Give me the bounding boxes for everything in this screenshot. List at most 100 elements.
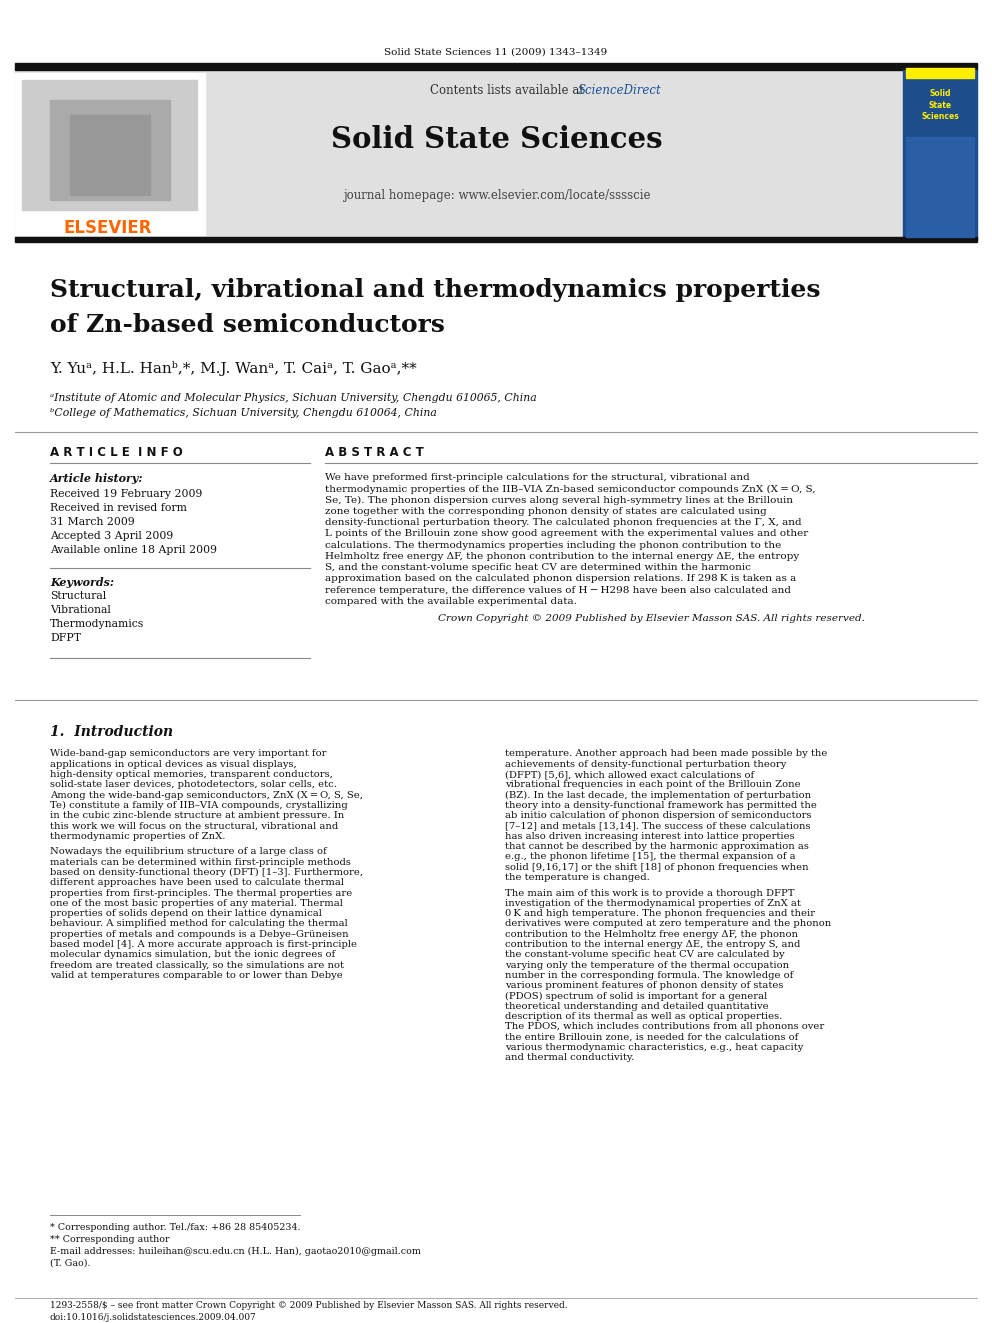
Text: one of the most basic properties of any material. Thermal: one of the most basic properties of any …: [50, 898, 343, 908]
Text: L points of the Brillouin zone show good agreement with the experimental values : L points of the Brillouin zone show good…: [325, 529, 808, 538]
Text: (BZ). In the last decade, the implementation of perturbation: (BZ). In the last decade, the implementa…: [505, 791, 811, 800]
Text: calculations. The thermodynamics properties including the phonon contribution to: calculations. The thermodynamics propert…: [325, 541, 782, 549]
Text: high-density optical memories, transparent conductors,: high-density optical memories, transpare…: [50, 770, 333, 779]
Text: The PDOS, which includes contributions from all phonons over: The PDOS, which includes contributions f…: [505, 1023, 824, 1032]
Text: Received 19 February 2009: Received 19 February 2009: [50, 490, 202, 499]
Bar: [903, 70, 977, 239]
Text: behaviour. A simplified method for calculating the thermal: behaviour. A simplified method for calcu…: [50, 919, 348, 929]
Text: [7–12] and metals [13,14]. The success of these calculations: [7–12] and metals [13,14]. The success o…: [505, 822, 810, 831]
Text: of Zn-based semiconductors: of Zn-based semiconductors: [50, 314, 444, 337]
Text: theory into a density-functional framework has permitted the: theory into a density-functional framewo…: [505, 800, 816, 810]
Text: 1.  Introduction: 1. Introduction: [50, 725, 174, 740]
Bar: [22, 79, 197, 210]
Text: The main aim of this work is to provide a thorough DFPT: The main aim of this work is to provide …: [505, 889, 795, 897]
Text: investigation of the thermodynamical properties of ZnX at: investigation of the thermodynamical pro…: [505, 898, 801, 908]
Bar: [15, 237, 977, 242]
Text: various prominent features of phonon density of states: various prominent features of phonon den…: [505, 982, 784, 990]
Text: We have preformed first-principle calculations for the structural, vibrational a: We have preformed first-principle calcul…: [325, 474, 750, 483]
Bar: [15, 64, 977, 70]
Text: applications in optical devices as visual displays,: applications in optical devices as visua…: [50, 759, 297, 769]
Text: (DFPT) [5,6], which allowed exact calculations of: (DFPT) [5,6], which allowed exact calcul…: [505, 770, 754, 779]
Text: ScienceDirect: ScienceDirect: [578, 83, 662, 97]
Text: varying only the temperature of the thermal occupation: varying only the temperature of the ther…: [505, 960, 789, 970]
Text: approximation based on the calculated phonon dispersion relations. If 298 K is t: approximation based on the calculated ph…: [325, 574, 797, 583]
Bar: [50, 101, 170, 200]
Text: materials can be determined within first-principle methods: materials can be determined within first…: [50, 857, 351, 867]
Text: A B S T R A C T: A B S T R A C T: [325, 446, 424, 459]
Text: Thermodynamics: Thermodynamics: [50, 619, 144, 628]
Text: Vibrational: Vibrational: [50, 605, 111, 615]
Text: Article history:: Article history:: [50, 472, 144, 483]
Text: ab initio calculation of phonon dispersion of semiconductors: ab initio calculation of phonon dispersi…: [505, 811, 811, 820]
Bar: [70, 115, 150, 194]
Text: Helmholtz free energy ΔF, the phonon contribution to the internal energy ΔE, the: Helmholtz free energy ΔF, the phonon con…: [325, 552, 800, 561]
Text: reference temperature, the difference values of H − H298 have been also calculat: reference temperature, the difference va…: [325, 586, 791, 594]
Text: the constant-volume specific heat CV are calculated by: the constant-volume specific heat CV are…: [505, 950, 785, 959]
Text: solid [9,16,17] or the shift [18] of phonon frequencies when: solid [9,16,17] or the shift [18] of pho…: [505, 863, 808, 872]
Text: Available online 18 April 2009: Available online 18 April 2009: [50, 545, 217, 556]
Text: ᵇCollege of Mathematics, Sichuan University, Chengdu 610064, China: ᵇCollege of Mathematics, Sichuan Univers…: [50, 407, 436, 418]
Text: solid-state laser devices, photodetectors, solar cells, etc.: solid-state laser devices, photodetector…: [50, 781, 337, 790]
Text: different approaches have been used to calculate thermal: different approaches have been used to c…: [50, 878, 344, 888]
Text: theoretical understanding and detailed quantitative: theoretical understanding and detailed q…: [505, 1002, 769, 1011]
Text: in the cubic zinc-blende structure at ambient pressure. In: in the cubic zinc-blende structure at am…: [50, 811, 344, 820]
Text: description of its thermal as well as optical properties.: description of its thermal as well as op…: [505, 1012, 783, 1021]
Text: doi:10.1016/j.solidstatesciences.2009.04.007: doi:10.1016/j.solidstatesciences.2009.04…: [50, 1312, 257, 1322]
Text: freedom are treated classically, so the simulations are not: freedom are treated classically, so the …: [50, 960, 344, 970]
Text: and thermal conductivity.: and thermal conductivity.: [505, 1053, 634, 1062]
Text: molecular dynamics simulation, but the ionic degrees of: molecular dynamics simulation, but the i…: [50, 950, 335, 959]
Text: Solid
State
Sciences: Solid State Sciences: [922, 89, 959, 122]
Text: Nowadays the equilibrium structure of a large class of: Nowadays the equilibrium structure of a …: [50, 847, 326, 856]
Text: e.g., the phonon lifetime [15], the thermal expansion of a: e.g., the phonon lifetime [15], the ther…: [505, 852, 796, 861]
Text: Crown Copyright © 2009 Published by Elsevier Masson SAS. All rights reserved.: Crown Copyright © 2009 Published by Else…: [437, 614, 864, 623]
Text: Keywords:: Keywords:: [50, 577, 114, 587]
Text: ELSEVIER: ELSEVIER: [63, 220, 152, 237]
Text: Among the wide-band-gap semiconductors, ZnX (X = O, S, Se,: Among the wide-band-gap semiconductors, …: [50, 791, 363, 800]
Text: various thermodynamic characteristics, e.g., heat capacity: various thermodynamic characteristics, e…: [505, 1043, 804, 1052]
Text: Wide-band-gap semiconductors are very important for: Wide-band-gap semiconductors are very im…: [50, 750, 326, 758]
Text: * Corresponding author. Tel./fax: +86 28 85405234.: * Corresponding author. Tel./fax: +86 28…: [50, 1222, 301, 1232]
Text: S, and the constant-volume specific heat CV are determined within the harmonic: S, and the constant-volume specific heat…: [325, 564, 751, 572]
Text: properties from first-principles. The thermal properties are: properties from first-principles. The th…: [50, 889, 352, 897]
Text: derivatives were computed at zero temperature and the phonon: derivatives were computed at zero temper…: [505, 919, 831, 929]
Bar: [906, 67, 974, 78]
Text: based model [4]. A more accurate approach is first-principle: based model [4]. A more accurate approac…: [50, 941, 357, 949]
Text: achievements of density-functional perturbation theory: achievements of density-functional pertu…: [505, 759, 787, 769]
Bar: [906, 138, 974, 237]
Text: based on density-functional theory (DFT) [1–3]. Furthermore,: based on density-functional theory (DFT)…: [50, 868, 363, 877]
Text: thermodynamic properties of the IIB–VIA Zn-based semiconductor compounds ZnX (X : thermodynamic properties of the IIB–VIA …: [325, 484, 815, 493]
Text: A R T I C L E  I N F O: A R T I C L E I N F O: [50, 446, 183, 459]
Text: (PDOS) spectrum of solid is important for a general: (PDOS) spectrum of solid is important fo…: [505, 991, 767, 1000]
Text: DFPT: DFPT: [50, 632, 81, 643]
Text: properties of solids depend on their lattice dynamical: properties of solids depend on their lat…: [50, 909, 321, 918]
Text: (T. Gao).: (T. Gao).: [50, 1258, 90, 1267]
Text: Structural: Structural: [50, 591, 106, 601]
Bar: [15, 70, 977, 239]
Text: zone together with the corresponding phonon density of states are calculated usi: zone together with the corresponding pho…: [325, 507, 767, 516]
Text: Structural, vibrational and thermodynamics properties: Structural, vibrational and thermodynami…: [50, 278, 820, 302]
Text: contribution to the Helmholtz free energy ΔF, the phonon: contribution to the Helmholtz free energ…: [505, 930, 798, 939]
Text: journal homepage: www.elsevier.com/locate/sssscie: journal homepage: www.elsevier.com/locat…: [343, 188, 651, 201]
Text: Te) constitute a family of IIB–VIA compounds, crystallizing: Te) constitute a family of IIB–VIA compo…: [50, 800, 348, 810]
Text: compared with the available experimental data.: compared with the available experimental…: [325, 597, 577, 606]
Text: vibrational frequencies in each point of the Brillouin Zone: vibrational frequencies in each point of…: [505, 781, 801, 790]
Text: Y. Yuᵃ, H.L. Hanᵇ,*, M.J. Wanᵃ, T. Caiᵃ, T. Gaoᵃ,**: Y. Yuᵃ, H.L. Hanᵇ,*, M.J. Wanᵃ, T. Caiᵃ,…: [50, 360, 417, 376]
Text: this work we will focus on the structural, vibrational and: this work we will focus on the structura…: [50, 822, 338, 831]
Text: E-mail addresses: huileihan@scu.edu.cn (H.L. Han), gaotao2010@gmail.com: E-mail addresses: huileihan@scu.edu.cn (…: [50, 1246, 421, 1256]
Text: the temperature is changed.: the temperature is changed.: [505, 873, 650, 882]
Text: 0 K and high temperature. The phonon frequencies and their: 0 K and high temperature. The phonon fre…: [505, 909, 815, 918]
Text: Se, Te). The phonon dispersion curves along several high-symmetry lines at the B: Se, Te). The phonon dispersion curves al…: [325, 496, 793, 505]
Text: Accepted 3 April 2009: Accepted 3 April 2009: [50, 531, 174, 541]
Text: valid at temperatures comparable to or lower than Debye: valid at temperatures comparable to or l…: [50, 971, 343, 980]
Text: Solid State Sciences: Solid State Sciences: [331, 126, 663, 155]
Text: 1293-2558/$ – see front matter Crown Copyright © 2009 Published by Elsevier Mass: 1293-2558/$ – see front matter Crown Cop…: [50, 1302, 567, 1311]
Text: Solid State Sciences 11 (2009) 1343–1349: Solid State Sciences 11 (2009) 1343–1349: [384, 48, 608, 57]
Text: contribution to the internal energy ΔE, the entropy S, and: contribution to the internal energy ΔE, …: [505, 941, 801, 949]
Text: Received in revised form: Received in revised form: [50, 503, 186, 513]
Text: properties of metals and compounds is a Debye–Grüneisen: properties of metals and compounds is a …: [50, 930, 348, 939]
Text: density-functional perturbation theory. The calculated phonon frequencies at the: density-functional perturbation theory. …: [325, 519, 802, 528]
Text: Contents lists available at: Contents lists available at: [430, 83, 587, 97]
Text: ** Corresponding author: ** Corresponding author: [50, 1234, 170, 1244]
Text: has also driven increasing interest into lattice properties: has also driven increasing interest into…: [505, 832, 795, 841]
Text: 31 March 2009: 31 March 2009: [50, 517, 135, 527]
